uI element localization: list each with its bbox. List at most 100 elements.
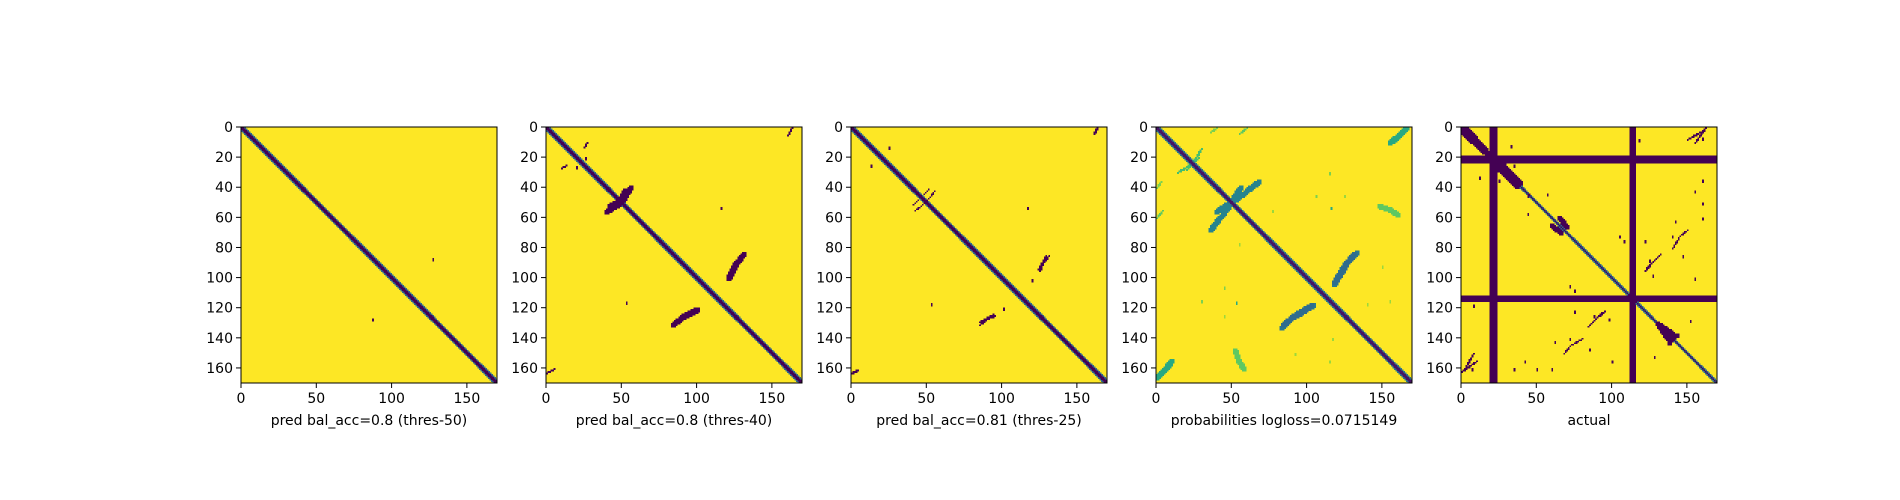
heatmap-cell bbox=[1558, 224, 1561, 227]
heatmap-cell bbox=[731, 265, 740, 268]
heatmap-cell bbox=[432, 259, 435, 262]
heatmap-cell bbox=[670, 325, 676, 328]
heatmap-cell bbox=[737, 258, 744, 260]
heatmap-cell bbox=[1288, 262, 1291, 265]
heatmap-cell bbox=[1061, 340, 1064, 343]
heatmap-cell bbox=[1585, 250, 1588, 253]
heatmap-cell bbox=[1599, 264, 1602, 266]
heatmap-cell bbox=[1489, 370, 1498, 373]
heatmap-cell bbox=[1297, 265, 1300, 268]
heatmap-cell bbox=[1177, 149, 1182, 152]
heatmap-cell bbox=[1608, 276, 1611, 278]
heatmap-cell bbox=[549, 127, 551, 129]
y-tick-label: 20 bbox=[1435, 150, 1453, 166]
heatmap-cell bbox=[1347, 321, 1350, 324]
heatmap-cell bbox=[1277, 250, 1283, 253]
heatmap-cell bbox=[1232, 205, 1238, 208]
heatmap-cell bbox=[456, 339, 459, 342]
heatmap-cell bbox=[1214, 188, 1217, 191]
heatmap-cell bbox=[992, 271, 995, 274]
heatmap-cell bbox=[451, 334, 454, 337]
heatmap-cell bbox=[1629, 331, 1636, 334]
heatmap-cell bbox=[1599, 267, 1602, 269]
heatmap-cell bbox=[1596, 262, 1599, 265]
heatmap-cell bbox=[956, 235, 959, 238]
heatmap-cell bbox=[1527, 196, 1530, 199]
heatmap-cell bbox=[1183, 167, 1187, 170]
heatmap-cell bbox=[1285, 259, 1288, 262]
heatmap-cell bbox=[1305, 273, 1307, 275]
heatmap-cell bbox=[1701, 218, 1704, 221]
heatmap-cell bbox=[667, 251, 670, 254]
heatmap-cell bbox=[1629, 242, 1636, 245]
heatmap-cell bbox=[1573, 239, 1576, 242]
heatmap-cell bbox=[1290, 258, 1292, 260]
heatmap-cell bbox=[1617, 285, 1620, 287]
heatmap-cell bbox=[914, 193, 917, 196]
heatmap-cell bbox=[1225, 197, 1231, 200]
heatmap-cell bbox=[1055, 334, 1058, 337]
heatmap-cell bbox=[1235, 360, 1243, 363]
heatmap-cell bbox=[912, 191, 915, 194]
heatmap-cell bbox=[1387, 361, 1390, 364]
heatmap-cell bbox=[1028, 301, 1031, 304]
heatmap-cell bbox=[1165, 364, 1173, 367]
heatmap-cell bbox=[284, 172, 290, 174]
heatmap-cell bbox=[1671, 235, 1674, 238]
heatmap-cell bbox=[1252, 226, 1255, 229]
heatmap-cell bbox=[444, 327, 447, 330]
heatmap-cell bbox=[466, 349, 469, 352]
heatmap-cell bbox=[272, 160, 278, 162]
heatmap-cell bbox=[791, 375, 794, 378]
heatmap-cell bbox=[1288, 316, 1300, 319]
heatmap-cell bbox=[1549, 223, 1555, 226]
heatmap-cell bbox=[765, 349, 768, 352]
heatmap-cell bbox=[1468, 364, 1472, 367]
heatmap-cell bbox=[1531, 196, 1534, 199]
heatmap-cell bbox=[1386, 360, 1389, 363]
heatmap-cell bbox=[1629, 236, 1636, 239]
heatmap-cell bbox=[1085, 364, 1088, 367]
heatmap-cell bbox=[1629, 179, 1636, 182]
heatmap-cell bbox=[1545, 211, 1548, 214]
heatmap-cell bbox=[912, 185, 915, 188]
heatmap-cell bbox=[435, 324, 438, 327]
heatmap-cell bbox=[1341, 267, 1348, 269]
heatmap-cell bbox=[1489, 303, 1498, 305]
heatmap-cell bbox=[1629, 276, 1636, 278]
heatmap-cell bbox=[936, 209, 939, 212]
heatmap-cell bbox=[1622, 286, 1624, 289]
heatmap-cell bbox=[1629, 289, 1636, 292]
heatmap-cell bbox=[332, 221, 335, 224]
heatmap-cell bbox=[248, 137, 251, 140]
heatmap-cell bbox=[1232, 206, 1235, 209]
heatmap-cell bbox=[610, 188, 613, 191]
heatmap-cell bbox=[1485, 154, 1498, 156]
heatmap-cell bbox=[1688, 137, 1692, 140]
heatmap-cell bbox=[1581, 337, 1584, 340]
heatmap-cell bbox=[325, 212, 331, 215]
heatmap-cell bbox=[1697, 363, 1700, 366]
heatmap-cell bbox=[711, 295, 714, 298]
heatmap-cell bbox=[1629, 190, 1636, 193]
heatmap-cell bbox=[1694, 190, 1697, 193]
heatmap-cell bbox=[1280, 253, 1286, 256]
heatmap-cell bbox=[1611, 276, 1614, 278]
heatmap-cell bbox=[1579, 244, 1582, 247]
heatmap-cell bbox=[253, 140, 258, 143]
heatmap-cell bbox=[1489, 294, 1498, 296]
heatmap-cell bbox=[654, 236, 660, 239]
heatmap-cell bbox=[570, 148, 572, 150]
heatmap-cell bbox=[947, 224, 953, 227]
heatmap-cell bbox=[405, 292, 410, 295]
heatmap-cell bbox=[1377, 349, 1383, 352]
heatmap-cell bbox=[998, 277, 1001, 280]
heatmap-cell bbox=[966, 244, 972, 247]
heatmap-cell bbox=[459, 342, 462, 345]
heatmap-cell bbox=[586, 169, 592, 171]
heatmap-cell bbox=[373, 261, 379, 263]
x-axis-label: pred bal_acc=0.81 (thres-25) bbox=[876, 413, 1081, 429]
heatmap-cell bbox=[761, 345, 764, 348]
heatmap-cell bbox=[393, 276, 395, 278]
heatmap-cell bbox=[259, 146, 264, 149]
